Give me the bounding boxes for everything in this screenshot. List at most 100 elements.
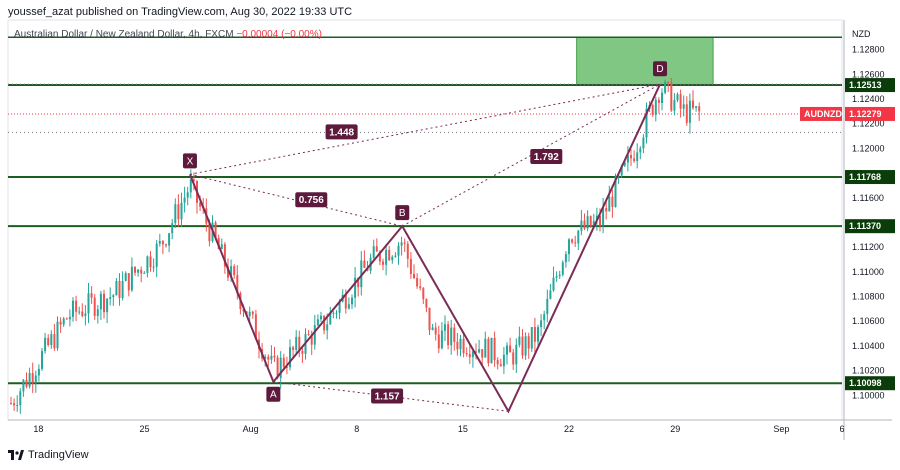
candle-body xyxy=(580,220,583,231)
candle-body xyxy=(285,366,288,368)
candle-body xyxy=(626,155,629,163)
candle-body xyxy=(106,298,109,313)
candle-body xyxy=(568,239,570,255)
candle-body xyxy=(323,315,326,331)
candle-body xyxy=(614,176,617,207)
ratio-label: 0.756 xyxy=(299,195,324,206)
candle-body xyxy=(220,244,223,250)
candle-body xyxy=(81,311,84,316)
candle-body xyxy=(428,307,431,331)
candle-body xyxy=(481,349,484,358)
candle-body xyxy=(236,275,239,294)
price-axis: NZD 1.12800 1.12600 1.12400 1.12200 1.12000 1.… xyxy=(800,20,895,440)
candle-body xyxy=(527,336,530,349)
candle-body xyxy=(378,251,381,262)
level-price-label: 1.11768 xyxy=(849,172,881,182)
candle-body xyxy=(115,280,118,296)
candle-body xyxy=(440,330,443,349)
candle-body xyxy=(34,375,37,383)
footer-brand[interactable]: TradingView xyxy=(8,449,89,461)
price-tick-label: 1.12400 xyxy=(852,94,885,104)
candle-body xyxy=(416,277,419,287)
candle-body xyxy=(574,242,577,244)
candle-body xyxy=(233,266,236,276)
candle-body xyxy=(112,295,115,298)
candle-body xyxy=(667,82,670,84)
candle-body xyxy=(682,104,685,109)
candle-body xyxy=(493,337,496,361)
price-tick-label: 1.10200 xyxy=(852,366,885,376)
price-tick-label: 1.12200 xyxy=(852,119,885,129)
candle-body xyxy=(437,334,440,349)
price-tick-label: 1.10400 xyxy=(852,341,885,351)
candle-body xyxy=(490,337,493,364)
candle-body xyxy=(242,309,245,312)
candle-body xyxy=(59,321,62,325)
time-tick-label: 6 xyxy=(839,424,844,434)
ratio-box xyxy=(530,149,563,165)
candle-body xyxy=(264,356,267,359)
candle-body xyxy=(698,106,701,112)
candle-body xyxy=(363,260,366,268)
candle-body xyxy=(99,293,102,310)
candle-body xyxy=(577,230,580,244)
xb-dotted-line xyxy=(189,173,403,227)
candle-body xyxy=(502,354,505,367)
candle-body xyxy=(561,262,564,275)
candle-body xyxy=(512,352,515,365)
publisher-line: youssef_azat published on TradingView.co… xyxy=(8,6,353,18)
time-tick-label: 18 xyxy=(33,424,43,434)
candle-body xyxy=(87,293,90,314)
candle-body xyxy=(171,223,174,234)
ratio-box xyxy=(325,124,358,140)
candle-body xyxy=(357,277,360,288)
ratio-box xyxy=(295,192,328,208)
point-a-label: A xyxy=(270,390,277,401)
candle-body xyxy=(174,204,177,224)
candle-body xyxy=(599,215,601,226)
candle-body xyxy=(695,106,698,108)
candle-body xyxy=(214,222,217,239)
candle-body xyxy=(68,316,71,320)
candle-body xyxy=(65,318,68,320)
xd-dotted-line xyxy=(189,83,661,175)
candle-body xyxy=(385,249,388,265)
candle-body xyxy=(19,391,22,406)
candle-body xyxy=(375,246,378,252)
candle-body xyxy=(620,165,623,176)
pattern-point-labels: X A B D xyxy=(182,61,668,402)
candle-body xyxy=(251,311,254,315)
candle-body xyxy=(571,239,574,243)
candle-body xyxy=(475,351,477,353)
candle-body xyxy=(199,202,202,207)
candle-body xyxy=(645,108,648,138)
candle-body xyxy=(192,179,195,181)
candle-body xyxy=(127,273,130,291)
price-tick-label: 1.10800 xyxy=(852,292,885,302)
candle-body xyxy=(509,345,512,353)
candle-body xyxy=(329,312,332,325)
candle-body xyxy=(53,334,56,349)
candle-body xyxy=(13,403,16,406)
ratio-labels: 0.756 1.448 1.792 1.157 xyxy=(295,124,563,404)
candle-body xyxy=(685,104,688,123)
time-axis: 18 25 Aug 8 15 22 29 Sep 6 xyxy=(8,419,892,434)
time-tick-label: 29 xyxy=(670,424,680,434)
time-tick-label: Sep xyxy=(773,424,789,434)
candle-body xyxy=(664,82,667,93)
price-tick-label: 1.11000 xyxy=(852,267,884,277)
candle-body xyxy=(10,403,12,405)
candle-body xyxy=(344,294,347,309)
candle-body xyxy=(28,373,31,387)
candle-body xyxy=(450,327,453,346)
candle-body xyxy=(602,208,605,226)
pattern-legs xyxy=(189,83,661,414)
candle-body xyxy=(521,336,524,356)
candle-body xyxy=(487,338,490,364)
bd-dotted-line xyxy=(402,83,661,227)
candle-body xyxy=(310,334,313,345)
candle-body xyxy=(208,223,211,242)
candle-body xyxy=(50,334,53,346)
time-tick-label: 25 xyxy=(139,424,149,434)
